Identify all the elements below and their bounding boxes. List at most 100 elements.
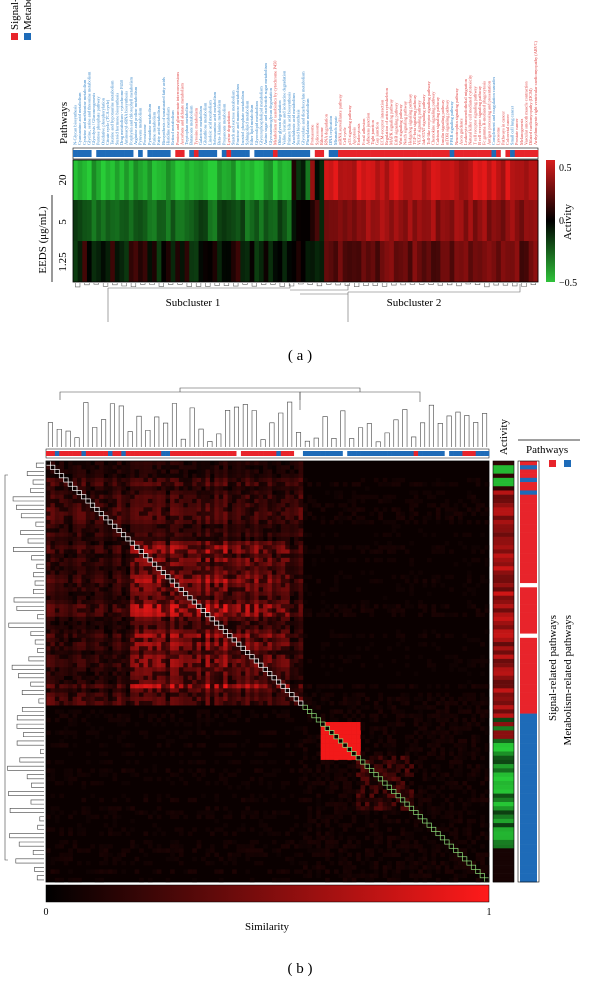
type-cell-20 xyxy=(166,150,171,157)
pathway-name-17: Purine metabolism xyxy=(152,111,157,145)
pathway-type-cell xyxy=(520,473,537,479)
type-cell-7 xyxy=(105,150,111,157)
pathway-name-54: RNA degradation xyxy=(324,113,329,145)
diagonal-cell xyxy=(457,852,463,858)
type-cell-1 xyxy=(77,150,83,157)
top-type-cell xyxy=(320,451,326,456)
activity-cell xyxy=(493,663,514,668)
type-cell-92 xyxy=(500,150,506,157)
activity-cell xyxy=(493,835,514,841)
pathway-type-cell xyxy=(520,734,537,740)
heat-cell xyxy=(375,241,381,282)
pathway-name-79: Insulin signaling pathway xyxy=(440,99,445,145)
pathway-name-0: N-Glycan biosynthesis xyxy=(72,105,77,145)
pathway-type-cell xyxy=(520,654,537,660)
type-cell-87 xyxy=(477,150,483,157)
type-cell-2 xyxy=(82,150,88,157)
activity-cell xyxy=(493,536,514,542)
type-cell-34 xyxy=(231,150,237,157)
activity-cell xyxy=(493,818,514,824)
heat-cell xyxy=(105,160,111,200)
top-type-cell xyxy=(307,451,313,456)
activity-cell xyxy=(493,780,514,786)
pathway-name-49: Glyoxylate and dicarboxylate metabolism xyxy=(300,71,305,145)
heat-cell xyxy=(114,241,120,282)
pathway-name-93: Colorectal cancer xyxy=(505,114,510,145)
activity-cell xyxy=(493,810,514,815)
heat-cell xyxy=(510,200,516,241)
pathway-name-98: Dilated cardiomyopathy (DCM) xyxy=(528,88,533,145)
activity-cell xyxy=(493,477,514,483)
diagonal-cell xyxy=(81,494,87,500)
diagonal-cell xyxy=(156,565,162,571)
top-type-cell xyxy=(400,451,406,456)
activity-cell xyxy=(493,515,514,521)
pathway-name-45: Valine, leucine and isoleucine degradati… xyxy=(282,70,288,145)
pathway-name-73: TGF-beta signaling pathway xyxy=(412,94,417,145)
pathway-type-cell xyxy=(520,532,537,538)
heat-cell xyxy=(231,200,237,241)
heat-cell xyxy=(389,200,395,241)
pathway-name-14: Pyruvate metabolism xyxy=(138,107,143,145)
pathway-type-cell xyxy=(520,823,537,828)
heat-cell xyxy=(328,160,334,200)
activity-cell xyxy=(493,654,514,660)
pathway-type-cell xyxy=(520,717,537,723)
heat-cell xyxy=(179,160,185,200)
top-type-cell xyxy=(139,451,144,456)
heat-cell xyxy=(119,241,125,282)
pathway-type-cell xyxy=(520,524,537,529)
pathway-type-cell xyxy=(520,519,537,525)
pathway-type-cell xyxy=(520,658,537,664)
heat-cell xyxy=(161,241,167,282)
type-cell-85 xyxy=(468,150,474,157)
heat-cell xyxy=(133,160,139,200)
diagonal-cell xyxy=(85,498,91,504)
type-cell-89 xyxy=(486,150,492,157)
heat-cell xyxy=(114,200,120,241)
type-cell-77 xyxy=(431,150,436,157)
type-cell-3 xyxy=(86,150,92,157)
activity-cell xyxy=(493,511,514,517)
pathway-name-21: Retinol metabolism xyxy=(170,110,175,145)
heat-cell xyxy=(472,200,478,241)
heat-cell xyxy=(319,160,325,200)
type-cell-45 xyxy=(282,150,288,157)
diagonal-cell xyxy=(231,637,237,643)
heat-cell xyxy=(147,160,153,200)
top-type-cell xyxy=(170,451,175,456)
pathway-type-cell xyxy=(520,616,537,622)
heat-cell xyxy=(496,200,502,241)
diagonal-cell xyxy=(50,464,56,470)
heat-cell xyxy=(277,160,283,200)
heat-cell xyxy=(142,200,148,241)
pathway-name-15: Peroxisome xyxy=(142,124,147,145)
pathway-type-cell xyxy=(520,642,537,647)
heat-cell xyxy=(472,241,478,282)
pathway-type-cell xyxy=(520,768,537,773)
type-cell-49 xyxy=(300,150,306,157)
activity-cell xyxy=(493,869,514,874)
pathway-type-cell xyxy=(520,679,537,685)
type-cell-48 xyxy=(296,150,302,157)
top-type-cell xyxy=(77,451,82,456)
activity-cell xyxy=(493,877,514,883)
heat-cell xyxy=(249,160,255,200)
pathway-type-cell xyxy=(520,490,537,495)
pathway-name-92: Pathways in cancer xyxy=(500,111,505,145)
heat-cell xyxy=(231,160,237,200)
heat-cell xyxy=(389,160,395,200)
type-cell-36 xyxy=(240,150,246,157)
top-type-cell xyxy=(351,451,357,456)
pathway-type-cell xyxy=(520,780,537,786)
top-type-cell xyxy=(356,451,361,456)
heat-cell xyxy=(533,200,539,241)
pathway-name-96: Melanogenesis xyxy=(519,118,524,145)
diagonal-cell xyxy=(395,793,401,799)
heat-cell xyxy=(166,241,172,282)
activity-cell xyxy=(493,490,514,495)
pathway-type-cell xyxy=(520,751,537,756)
pathway-type-cell xyxy=(520,844,537,849)
diagonal-cell xyxy=(147,557,153,563)
pathway-name-77: Chemokine signaling pathway xyxy=(431,91,436,145)
